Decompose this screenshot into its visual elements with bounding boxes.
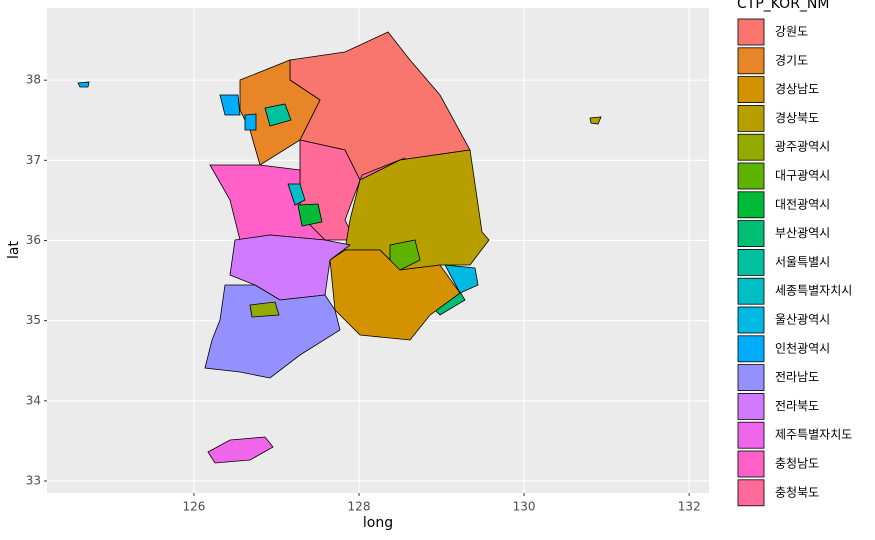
legend-label: 대전광역시 [775,197,830,211]
region [207,436,274,464]
region [77,81,90,88]
legend-key [737,191,765,219]
region [204,284,341,379]
axes: 126 128 130 132 33 34 35 36 37 38 [26,73,701,514]
region [287,183,306,206]
region [264,103,292,127]
legend-key [737,105,765,132]
region [229,234,351,301]
legend-key [737,162,765,190]
x-axis-title: long [363,515,393,531]
legend-key [737,392,765,420]
y-axis-title: lat [6,241,22,259]
y-tick-label: 33 [26,473,41,487]
legend-label: 경기도 [775,53,808,67]
legend-label: 광주광역시 [775,140,830,154]
legend-label: 전라남도 [775,370,819,384]
legend-key [737,248,765,276]
x-tick-label: 128 [348,500,371,514]
region [589,116,602,125]
y-tick-label: 37 [26,153,41,167]
y-tick-label: 34 [26,393,41,407]
region [219,94,241,116]
legend-label: 경상북도 [775,111,819,125]
region [297,203,323,227]
region [329,249,461,341]
legend-label: 충청북도 [775,485,819,499]
legend-label: 울산광역시 [775,313,830,327]
legend-label: 제주특별자치도 [775,428,852,442]
legend-key [737,220,765,248]
legend-label: 인천광역시 [775,340,830,355]
legend-label: 전라북도 [775,399,819,413]
legend-label: 세종특별자치시 [775,284,852,298]
legend-label: 부산광역시 [775,226,830,240]
legend-label: 강원도 [775,25,808,39]
y-tick-label: 38 [26,73,41,87]
y-tick-label: 35 [26,313,41,327]
legend-key [737,18,765,46]
region [249,301,280,318]
legend-key [737,335,765,363]
x-tick-label: 130 [513,500,536,514]
legend-label: 충청남도 [775,457,819,471]
legend-key [737,76,765,103]
region [444,264,479,294]
legend-label: 서울특별시 [775,255,830,269]
legend-key [737,277,765,305]
regions [77,31,602,464]
legend: 강원도경기도경상남도경상북도광주광역시대구광역시대전광역시부산광역시서울특별시세… [737,18,852,507]
legend-key [737,133,765,161]
legend-label: 경상남도 [775,82,819,96]
legend-key [737,421,765,449]
y-tick-label: 36 [26,233,41,247]
legend-key [737,306,765,334]
legend-key [737,479,765,507]
region [244,113,257,131]
x-tick-label: 132 [678,500,701,514]
x-tick-label: 126 [182,500,205,514]
region [389,239,421,271]
legend-key [737,364,765,392]
legend-label: 대구광역시 [775,169,830,183]
legend-title: CTP_KOR_NM [737,0,829,12]
legend-key [737,450,765,478]
legend-key [737,47,765,75]
